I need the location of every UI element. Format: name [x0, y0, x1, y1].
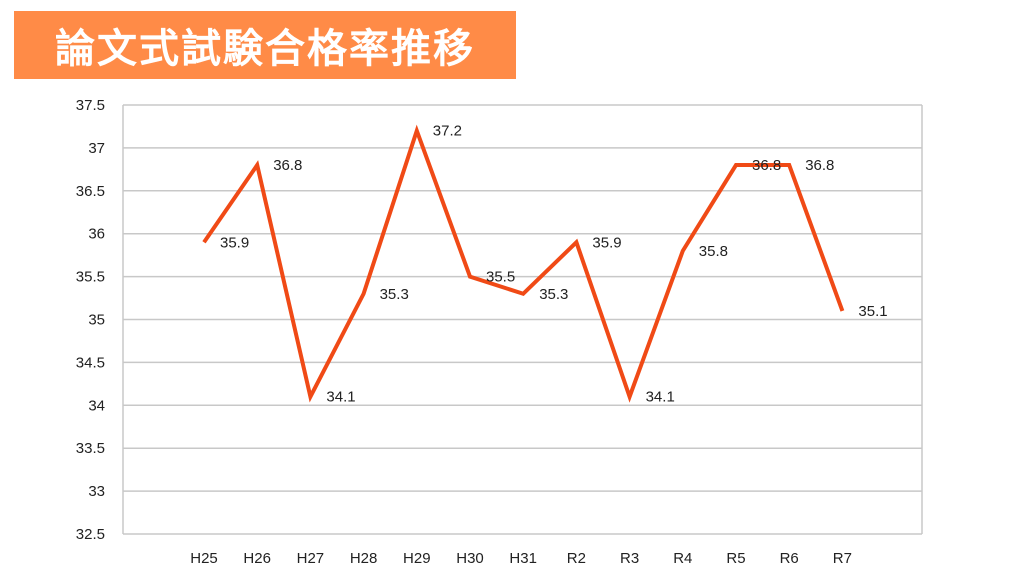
- y-tick-label: 34: [88, 397, 105, 414]
- data-label: 35.3: [539, 286, 568, 303]
- x-tick-label: H30: [456, 550, 484, 567]
- y-tick-label: 32.5: [76, 526, 105, 543]
- x-tick-label: R4: [673, 550, 692, 567]
- x-tick-label: R7: [833, 550, 852, 567]
- data-label: 36.8: [805, 157, 834, 174]
- x-tick-label: H31: [509, 550, 537, 567]
- data-label: 37.2: [433, 123, 462, 140]
- y-tick-label: 37.5: [76, 97, 105, 114]
- x-tick-label: H29: [403, 550, 431, 567]
- y-tick-label: 36: [88, 226, 105, 243]
- data-label: 35.9: [220, 234, 249, 251]
- chart-title: 論文式試験合格率推移: [55, 26, 475, 72]
- y-tick-label: 35: [88, 312, 105, 329]
- data-label: 34.1: [326, 389, 355, 406]
- y-tick-label: 36.5: [76, 183, 105, 200]
- y-tick-label: 35.5: [76, 269, 105, 286]
- data-label: 35.5: [486, 269, 515, 286]
- x-tick-label: H28: [350, 550, 378, 567]
- data-label: 36.8: [273, 157, 302, 174]
- x-tick-label: R6: [780, 550, 799, 567]
- x-tick-label: H27: [297, 550, 325, 567]
- data-label: 35.8: [699, 243, 728, 260]
- x-tick-label: R2: [567, 550, 586, 567]
- x-tick-label: R5: [726, 550, 745, 567]
- data-label: 35.3: [380, 286, 409, 303]
- y-tick-label: 33: [88, 483, 105, 500]
- x-tick-label: H25: [190, 550, 218, 567]
- x-tick-label: H26: [243, 550, 271, 567]
- y-tick-label: 34.5: [76, 354, 105, 371]
- data-label: 34.1: [646, 389, 675, 406]
- data-label: 36.8: [752, 157, 781, 174]
- x-tick-label: R3: [620, 550, 639, 567]
- data-label: 35.9: [592, 234, 621, 251]
- y-tick-label: 37: [88, 140, 105, 157]
- chart-title-banner: 論文式試験合格率推移: [14, 11, 516, 79]
- y-tick-label: 33.5: [76, 440, 105, 457]
- data-label: 35.1: [858, 303, 887, 320]
